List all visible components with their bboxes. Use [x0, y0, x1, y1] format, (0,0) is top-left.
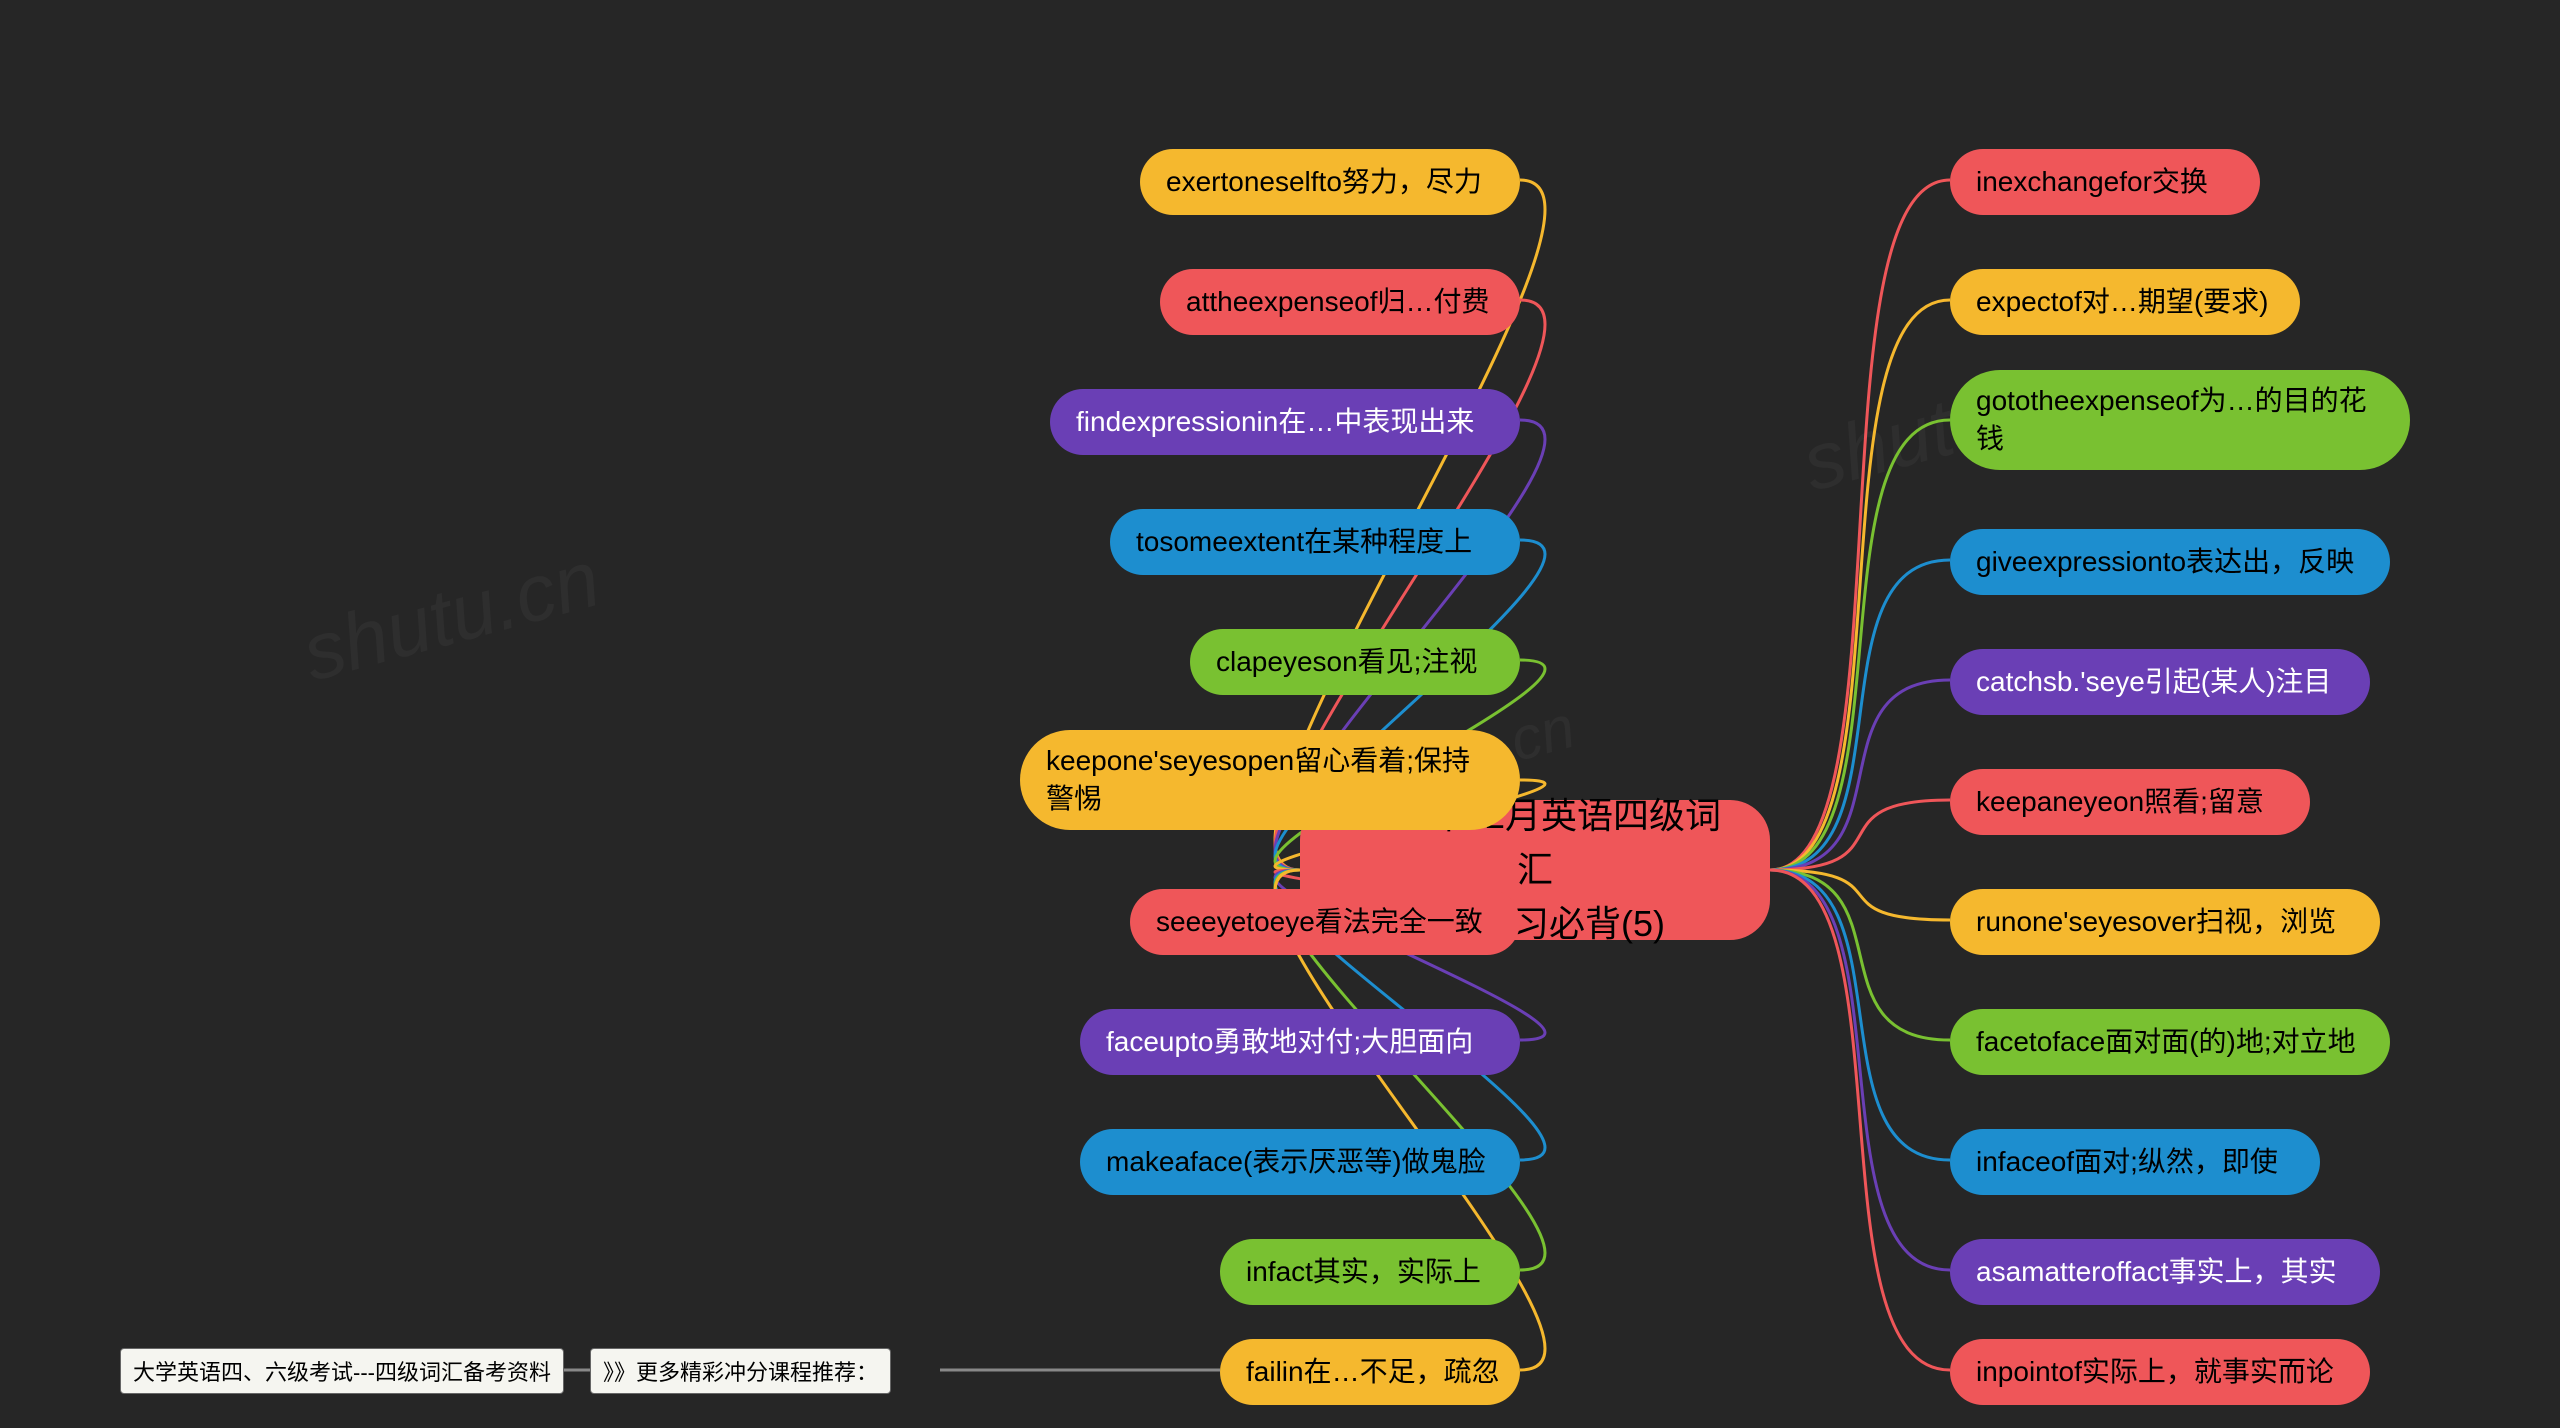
branch-node-l7[interactable]: seeeyetoeye看法完全一致 [1130, 889, 1520, 955]
branch-node-l1[interactable]: exertoneselfto努力，尽力 [1140, 149, 1520, 215]
node-label: failin在…不足，疏忽 [1246, 1353, 1500, 1391]
node-label: clapeyeson看见;注视 [1216, 643, 1477, 681]
branch-node-l10[interactable]: infact其实，实际上 [1220, 1239, 1520, 1305]
node-label: findexpressionin在…中表现出来 [1076, 403, 1474, 441]
callout-label: 》》更多精彩冲分课程推荐： [603, 1355, 878, 1387]
callout-c2[interactable]: 大学英语四、六级考试---四级词汇备考资料 [120, 1348, 564, 1394]
branch-node-l2[interactable]: attheexpenseof归…付费 [1160, 269, 1520, 335]
branch-node-r4[interactable]: giveexpressionto表达出，反映 [1950, 529, 2390, 595]
node-label: runone'seyesover扫视，浏览 [1976, 903, 2336, 941]
branch-node-l6[interactable]: keepone'seyesopen留心看着;保持警惕 [1020, 730, 1520, 830]
node-label: keepaneyeon照看;留意 [1976, 783, 2264, 821]
node-label: giveexpressionto表达出，反映 [1976, 543, 2354, 581]
branch-node-l9[interactable]: makeaface(表示厌恶等)做鬼脸 [1080, 1129, 1520, 1195]
node-label: seeeyetoeye看法完全一致 [1156, 903, 1483, 941]
branch-node-r8[interactable]: facetoface面对面(的)地;对立地 [1950, 1009, 2390, 1075]
branch-node-r11[interactable]: inpointof实际上，就事实而论 [1950, 1339, 2370, 1405]
branch-node-r10[interactable]: asamatteroffact事实上，其实 [1950, 1239, 2380, 1305]
branch-node-r6[interactable]: keepaneyeon照看;留意 [1950, 769, 2310, 835]
node-label: attheexpenseof归…付费 [1186, 283, 1490, 321]
node-label: exertoneselfto努力，尽力 [1166, 163, 1482, 201]
node-label: inexchangefor交换 [1976, 163, 2208, 201]
mindmap-canvas: shutu.cn shutu.cn shutu.cn 2015年12月英语四级词… [0, 0, 2560, 1428]
node-label: infact其实，实际上 [1246, 1253, 1481, 1291]
branch-node-r5[interactable]: catchsb.'seye引起(某人)注目 [1950, 649, 2370, 715]
branch-node-r3[interactable]: gototheexpenseof为…的目的花钱 [1950, 370, 2410, 470]
node-label: inpointof实际上，就事实而论 [1976, 1353, 2334, 1391]
node-label: asamatteroffact事实上，其实 [1976, 1253, 2336, 1291]
node-label: keepone'seyesopen留心看着;保持警惕 [1046, 742, 1494, 818]
node-label: infaceof面对;纵然，即使 [1976, 1143, 2278, 1181]
branch-node-l5[interactable]: clapeyeson看见;注视 [1190, 629, 1520, 695]
node-label: makeaface(表示厌恶等)做鬼脸 [1106, 1143, 1486, 1181]
branch-node-l3[interactable]: findexpressionin在…中表现出来 [1050, 389, 1520, 455]
branch-node-r7[interactable]: runone'seyesover扫视，浏览 [1950, 889, 2380, 955]
node-label: expectof对…期望(要求) [1976, 283, 2269, 321]
branch-node-l11[interactable]: failin在…不足，疏忽 [1220, 1339, 1520, 1405]
branch-node-r2[interactable]: expectof对…期望(要求) [1950, 269, 2300, 335]
callout-label: 大学英语四、六级考试---四级词汇备考资料 [133, 1355, 551, 1387]
branch-node-l8[interactable]: faceupto勇敢地对付;大胆面向 [1080, 1009, 1520, 1075]
branch-node-r9[interactable]: infaceof面对;纵然，即使 [1950, 1129, 2320, 1195]
branch-node-r1[interactable]: inexchangefor交换 [1950, 149, 2260, 215]
branch-node-l4[interactable]: tosomeextent在某种程度上 [1110, 509, 1520, 575]
callout-c1[interactable]: 》》更多精彩冲分课程推荐： [590, 1348, 891, 1394]
node-label: catchsb.'seye引起(某人)注目 [1976, 663, 2331, 701]
watermark: shutu.cn [293, 532, 609, 699]
node-label: faceupto勇敢地对付;大胆面向 [1106, 1023, 1473, 1061]
node-label: tosomeextent在某种程度上 [1136, 523, 1472, 561]
node-label: facetoface面对面(的)地;对立地 [1976, 1023, 2356, 1061]
node-label: gototheexpenseof为…的目的花钱 [1976, 382, 2384, 458]
